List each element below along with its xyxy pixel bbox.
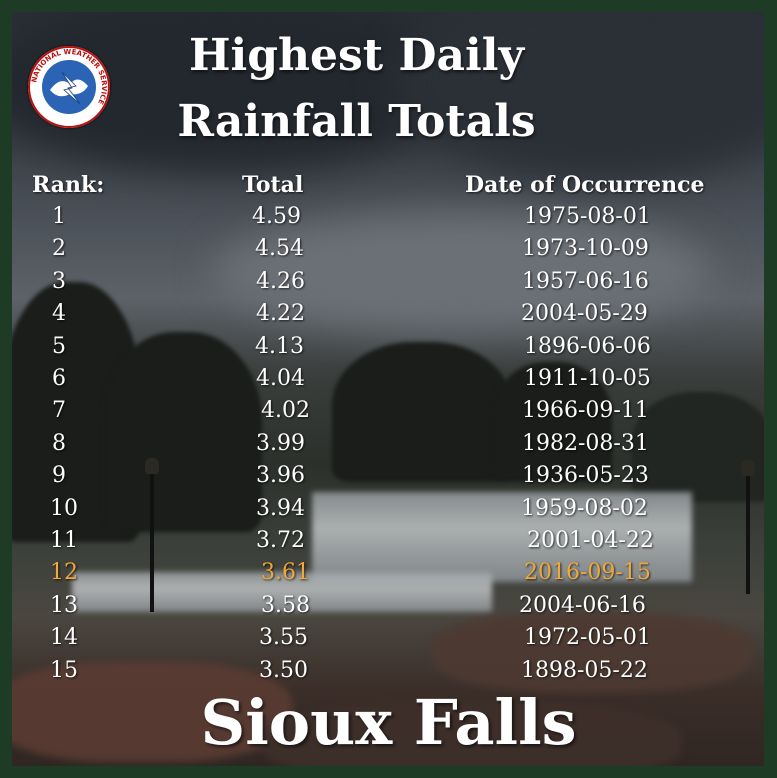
total-cell: 4.04 xyxy=(256,366,305,391)
date-cell: 1896-06-06 xyxy=(524,333,651,359)
date-cell: 2004-05-29 xyxy=(521,301,648,327)
title-line-1: Highest Daily xyxy=(188,30,525,81)
total-cell: 3.58 xyxy=(261,592,310,618)
date-cell: 1911-10-05 xyxy=(524,366,651,391)
rank-cell: 7 xyxy=(52,398,66,424)
rank-cell: 12 xyxy=(50,560,78,586)
rank-header: Rank: xyxy=(32,172,105,198)
rank-cell: 11 xyxy=(50,528,78,553)
total-cell: 3.50 xyxy=(259,657,308,683)
rank-cell: 4 xyxy=(52,301,66,327)
date-cell: 1982-08-31 xyxy=(522,430,649,456)
date-cell: 1972-05-01 xyxy=(524,625,651,651)
total-cell: 3.99 xyxy=(256,430,305,456)
date-cell: 1966-09-11 xyxy=(522,398,649,424)
total-cell: 3.61 xyxy=(261,560,310,586)
total-cell: 4.59 xyxy=(252,204,301,229)
rank-cell: 10 xyxy=(50,495,78,521)
city-name: Sioux Falls xyxy=(200,686,577,759)
rank-cell: 6 xyxy=(52,366,66,391)
date-cell: 2016-09-15 xyxy=(524,560,651,586)
date-cell: 1959-08-02 xyxy=(521,495,648,521)
rank-cell: 8 xyxy=(52,430,66,456)
rank-cell: 5 xyxy=(52,333,66,359)
rank-cell: 1 xyxy=(52,204,66,229)
date-cell: 1973-10-09 xyxy=(522,236,649,262)
total-header: Total xyxy=(242,172,304,198)
total-cell: 4.54 xyxy=(255,236,304,262)
date-cell: 1936-05-23 xyxy=(522,463,649,489)
nws-logo: NATIONAL WEATHER SERVICE xyxy=(28,46,110,128)
rank-cell: 9 xyxy=(52,463,66,489)
total-cell: 4.26 xyxy=(256,268,305,294)
date-cell: 1957-06-16 xyxy=(522,268,649,294)
rank-cell: 15 xyxy=(50,657,78,683)
date-cell: 2001-04-22 xyxy=(527,528,654,553)
date-cell: 1898-05-22 xyxy=(521,657,648,683)
rank-cell: 2 xyxy=(52,236,66,262)
total-cell: 3.72 xyxy=(256,528,305,553)
total-cell: 3.96 xyxy=(256,463,305,489)
total-cell: 4.02 xyxy=(261,398,310,424)
date-header: Date of Occurrence xyxy=(465,172,705,198)
background-photo xyxy=(12,12,764,766)
total-cell: 3.94 xyxy=(256,495,305,521)
date-cell: 2004-06-16 xyxy=(519,592,646,618)
rank-cell: 13 xyxy=(50,592,78,618)
total-cell: 3.55 xyxy=(259,625,308,651)
total-cell: 4.22 xyxy=(256,301,305,327)
title-line-2: Rainfall Totals xyxy=(177,96,536,147)
rank-cell: 3 xyxy=(52,268,66,294)
rank-cell: 14 xyxy=(50,625,78,651)
date-cell: 1975-08-01 xyxy=(524,204,651,229)
total-cell: 4.13 xyxy=(255,333,304,359)
